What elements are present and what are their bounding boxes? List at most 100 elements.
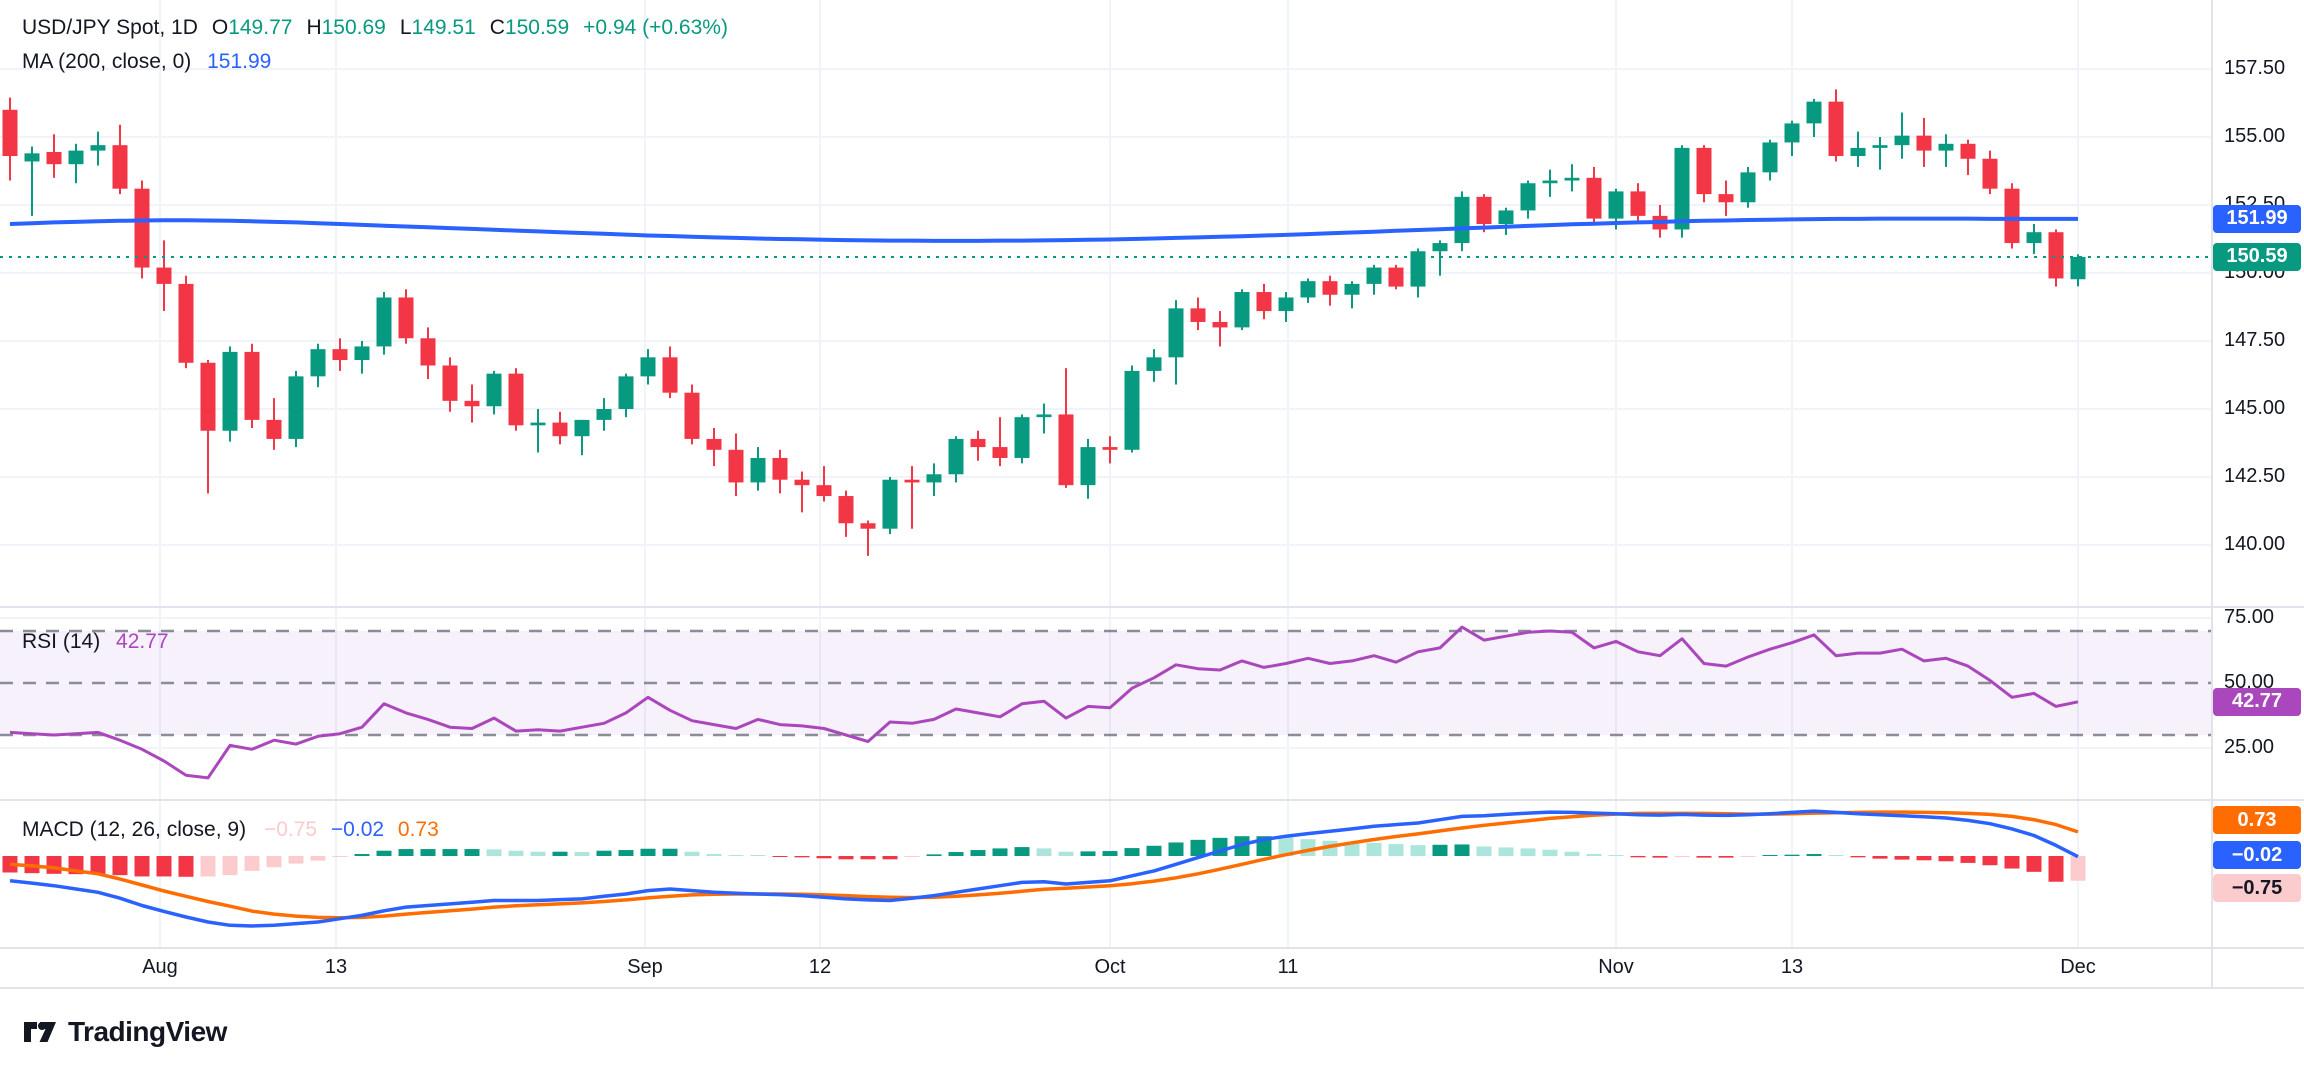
candle-body[interactable]	[112, 145, 128, 189]
candle-body[interactable]	[178, 283, 194, 363]
candle-body[interactable]	[1322, 281, 1338, 295]
symbol-legend[interactable]: USD/JPY Spot, 1D O149.77 H150.69 L149.51 C15…	[22, 16, 728, 40]
candle-body[interactable]	[772, 457, 788, 480]
candle-body[interactable]	[1740, 172, 1756, 203]
candle-body[interactable]	[794, 479, 810, 486]
candle-body[interactable]	[970, 438, 986, 448]
candle-body[interactable]	[134, 188, 150, 268]
candle-body[interactable]	[2070, 256, 2086, 280]
candle-body[interactable]	[1872, 145, 1888, 148]
candle-body[interactable]	[1696, 147, 1712, 195]
candle-body[interactable]	[1982, 158, 1998, 189]
candle-body[interactable]	[1674, 147, 1690, 230]
candle-body[interactable]	[882, 479, 898, 529]
candle-body[interactable]	[618, 376, 634, 409]
candle-body[interactable]	[926, 474, 942, 483]
symbol-title[interactable]: USD/JPY Spot, 1D	[22, 16, 198, 39]
candle-body[interactable]	[1014, 417, 1030, 458]
candle-body[interactable]	[750, 457, 766, 483]
candle-body[interactable]	[1498, 210, 1514, 225]
candle-body[interactable]	[200, 362, 216, 431]
candle-body[interactable]	[1850, 147, 1866, 157]
candle-body[interactable]	[156, 267, 172, 284]
candle-body[interactable]	[310, 349, 326, 377]
candle-body[interactable]	[398, 297, 414, 339]
candle-body[interactable]	[288, 376, 304, 439]
macd-legend[interactable]: MACD (12, 26, close, 9) −0.75 −0.02 0.73	[22, 818, 439, 842]
candle-body[interactable]	[574, 419, 590, 437]
candle-body[interactable]	[1960, 143, 1976, 159]
candle-body[interactable]	[1366, 267, 1382, 284]
ma-label[interactable]: MA (200, close, 0)	[22, 50, 192, 73]
candle-body[interactable]	[354, 346, 370, 361]
macd-label[interactable]: MACD (12, 26, close, 9)	[22, 818, 247, 841]
candle-body[interactable]	[1542, 180, 1558, 184]
candle-body[interactable]	[1894, 135, 1910, 146]
candle-body[interactable]	[244, 351, 260, 420]
candle-body[interactable]	[1762, 142, 1778, 173]
candle-body[interactable]	[1388, 267, 1404, 287]
ma-legend[interactable]: MA (200, close, 0) 151.99	[22, 50, 271, 74]
candle-body[interactable]	[332, 349, 348, 361]
candle-body[interactable]	[1916, 135, 1932, 151]
rsi-legend[interactable]: RSI (14) 42.77	[22, 630, 169, 654]
candle-body[interactable]	[816, 485, 832, 497]
candle-body[interactable]	[2, 109, 18, 157]
candle-body[interactable]	[376, 297, 392, 347]
candle-body[interactable]	[24, 153, 40, 162]
candle-body[interactable]	[1608, 191, 1624, 219]
candle-body[interactable]	[838, 496, 854, 524]
candle-body[interactable]	[222, 351, 238, 431]
macd-series[interactable]	[2, 809, 2086, 928]
candle-body[interactable]	[728, 449, 744, 483]
candle-body[interactable]	[640, 357, 656, 377]
candle-body[interactable]	[662, 357, 678, 393]
candle-body[interactable]	[1146, 357, 1162, 371]
candle-body[interactable]	[860, 523, 876, 529]
candle-body[interactable]	[1344, 283, 1360, 295]
candle-body[interactable]	[1410, 251, 1426, 287]
candle-body[interactable]	[2048, 232, 2064, 279]
candle-body[interactable]	[68, 150, 84, 165]
candle-body[interactable]	[1080, 447, 1096, 486]
candle-body[interactable]	[2026, 232, 2042, 244]
tradingview-logo[interactable]: TradingView	[22, 1016, 227, 1048]
candle-body[interactable]	[948, 438, 964, 475]
candle-body[interactable]	[1124, 370, 1140, 450]
candle-body[interactable]	[1564, 177, 1580, 181]
candle-body[interactable]	[1058, 414, 1074, 486]
candle-body[interactable]	[486, 373, 502, 407]
candle-body[interactable]	[1432, 243, 1448, 252]
candle-body[interactable]	[706, 438, 722, 450]
rsi-line-series[interactable]	[9, 625, 2079, 780]
candle-body[interactable]	[552, 422, 568, 437]
candle-body[interactable]	[1278, 297, 1294, 312]
candle-body[interactable]	[1300, 281, 1316, 298]
candle-body[interactable]	[1102, 447, 1118, 450]
candle-body[interactable]	[90, 145, 106, 151]
candle-body[interactable]	[1938, 143, 1954, 151]
candle-body[interactable]	[530, 422, 546, 426]
candle-body[interactable]	[1168, 308, 1184, 358]
candle-body[interactable]	[1520, 183, 1536, 211]
candle-body[interactable]	[1212, 321, 1228, 328]
candle-body[interactable]	[1630, 191, 1646, 216]
candle-body[interactable]	[1190, 308, 1206, 322]
rsi-label[interactable]: RSI (14)	[22, 630, 101, 653]
candle-body[interactable]	[442, 365, 458, 401]
candle-body[interactable]	[464, 400, 480, 407]
candle-body[interactable]	[508, 373, 524, 426]
candle-body[interactable]	[1234, 292, 1250, 328]
ma-200-line[interactable]	[9, 216, 2078, 243]
candle-body[interactable]	[1784, 123, 1800, 143]
candle-body[interactable]	[46, 151, 62, 165]
candle-body[interactable]	[1718, 194, 1734, 203]
candle-body[interactable]	[596, 409, 612, 420]
candle-body[interactable]	[266, 419, 282, 439]
candle-body[interactable]	[1828, 101, 1844, 157]
candle-body[interactable]	[1476, 196, 1492, 225]
candle-body[interactable]	[1256, 292, 1272, 312]
candle-body[interactable]	[420, 338, 436, 366]
candle-body[interactable]	[1586, 177, 1602, 219]
